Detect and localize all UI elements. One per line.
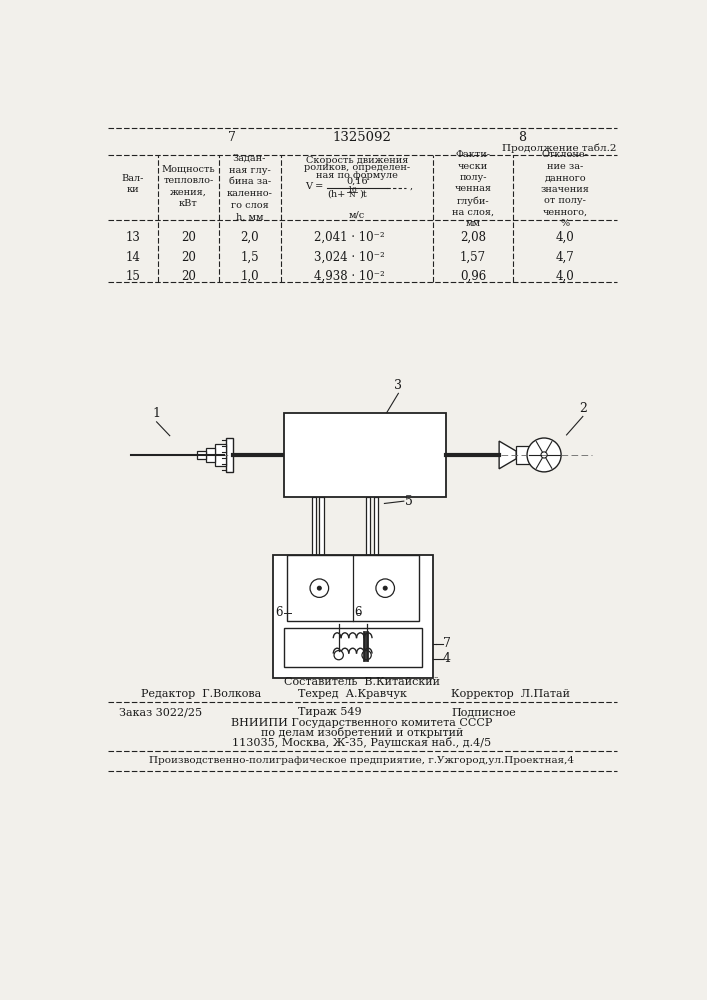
Text: 1,0: 1,0 (240, 270, 259, 283)
Text: 2,0: 2,0 (240, 231, 259, 244)
Text: Составитель  В.Китайский: Составитель В.Китайский (284, 677, 440, 687)
Text: 7: 7 (443, 637, 450, 650)
Text: Задан-
ная глу-
бина за-
каленно-
го слоя
h, мм: Задан- ная глу- бина за- каленно- го сло… (227, 154, 272, 222)
Bar (366, 497, 370, 555)
Circle shape (334, 651, 344, 660)
Text: Продолжение табл.2: Продолжение табл.2 (503, 144, 617, 153)
Text: 4: 4 (443, 652, 450, 666)
Circle shape (362, 651, 371, 660)
Bar (516, 446, 530, 464)
Text: 13: 13 (126, 231, 141, 244)
Text: 4,0: 4,0 (556, 270, 574, 283)
Text: Подписное: Подписное (451, 707, 516, 717)
Text: по делам изобретений и открытий: по делам изобретений и открытий (261, 727, 463, 738)
Bar (273, 555, 433, 678)
Text: 3,024 · 10⁻²: 3,024 · 10⁻² (314, 251, 385, 264)
Text: Редактор  Г.Волкова: Редактор Г.Волкова (141, 689, 262, 699)
Text: 7: 7 (228, 131, 235, 144)
Bar (284, 413, 446, 497)
Text: Тираж 549: Тираж 549 (298, 707, 361, 717)
Text: 3: 3 (395, 379, 402, 392)
Text: Заказ 3022/25: Заказ 3022/25 (119, 707, 202, 717)
Bar (320, 497, 324, 555)
Text: 1,57: 1,57 (460, 251, 486, 264)
Circle shape (376, 579, 395, 597)
Text: 2,08: 2,08 (460, 231, 486, 244)
Text: 1: 1 (153, 407, 160, 420)
Text: 6: 6 (354, 606, 362, 619)
Bar (206, 448, 216, 462)
Bar (312, 497, 316, 555)
Text: 2: 2 (579, 402, 587, 415)
Text: роликов, определен-: роликов, определен- (304, 163, 410, 172)
Text: 4,7: 4,7 (556, 251, 574, 264)
Text: N: N (349, 191, 355, 199)
Text: Скорость движения: Скорость движения (305, 156, 408, 165)
Text: 2,041 · 10⁻²: 2,041 · 10⁻² (314, 231, 385, 244)
Circle shape (541, 452, 547, 458)
Text: 16: 16 (347, 186, 357, 194)
Text: ВНИИПИ Государственного комитета СССР: ВНИИПИ Государственного комитета СССР (231, 718, 493, 728)
Text: Вал-
ки: Вал- ки (122, 174, 144, 194)
Bar (373, 497, 378, 555)
Text: Факти-
чески
полу-
ченная
глуби-
на слоя,
мм: Факти- чески полу- ченная глуби- на слоя… (452, 150, 494, 228)
Text: 14: 14 (126, 251, 141, 264)
Text: Корректор  Л.Патай: Корректор Л.Патай (451, 689, 570, 699)
Bar (226, 438, 233, 472)
Text: 20: 20 (181, 251, 196, 264)
Text: V =: V = (305, 182, 324, 191)
Circle shape (383, 586, 387, 590)
Bar (287, 555, 419, 620)
Text: ная по формуле: ная по формуле (316, 171, 398, 180)
Text: 20: 20 (181, 270, 196, 283)
Text: Отклоне-
ние за-
данного
значения
от полу-
ченного,
%: Отклоне- ние за- данного значения от пол… (541, 150, 590, 228)
Text: 0,16: 0,16 (346, 177, 368, 186)
Text: 8: 8 (518, 131, 527, 144)
Text: 15: 15 (126, 270, 141, 283)
Text: )t: )t (360, 189, 368, 198)
Text: 4,938 · 10⁻²: 4,938 · 10⁻² (314, 270, 385, 283)
Text: ,: , (410, 182, 413, 191)
Bar (284, 628, 421, 667)
Text: 20: 20 (181, 231, 196, 244)
Bar (216, 444, 226, 466)
Text: 0,96: 0,96 (460, 270, 486, 283)
Text: 1325092: 1325092 (332, 131, 392, 144)
Circle shape (310, 579, 329, 597)
Text: Мощность
тепловло-
жения,
кВт: Мощность тепловло- жения, кВт (161, 164, 215, 208)
Bar (197, 451, 206, 459)
Text: Производственно-полиграфическое предприятие, г.Ужгород,ул.Проектная,4: Производственно-полиграфическое предприя… (149, 756, 575, 765)
Circle shape (317, 586, 321, 590)
Circle shape (527, 438, 561, 472)
Text: 4,0: 4,0 (556, 231, 574, 244)
Text: м/с: м/с (349, 210, 365, 219)
Text: 5: 5 (404, 495, 412, 508)
Text: 6: 6 (276, 606, 283, 619)
Polygon shape (499, 441, 516, 469)
Text: 113035, Москва, Ж-35, Раушская наб., д.4/5: 113035, Москва, Ж-35, Раушская наб., д.4… (233, 737, 491, 748)
Text: Техред  А.Кравчук: Техред А.Кравчук (298, 689, 407, 699)
Text: 1,5: 1,5 (240, 251, 259, 264)
Text: (h+: (h+ (327, 189, 346, 198)
